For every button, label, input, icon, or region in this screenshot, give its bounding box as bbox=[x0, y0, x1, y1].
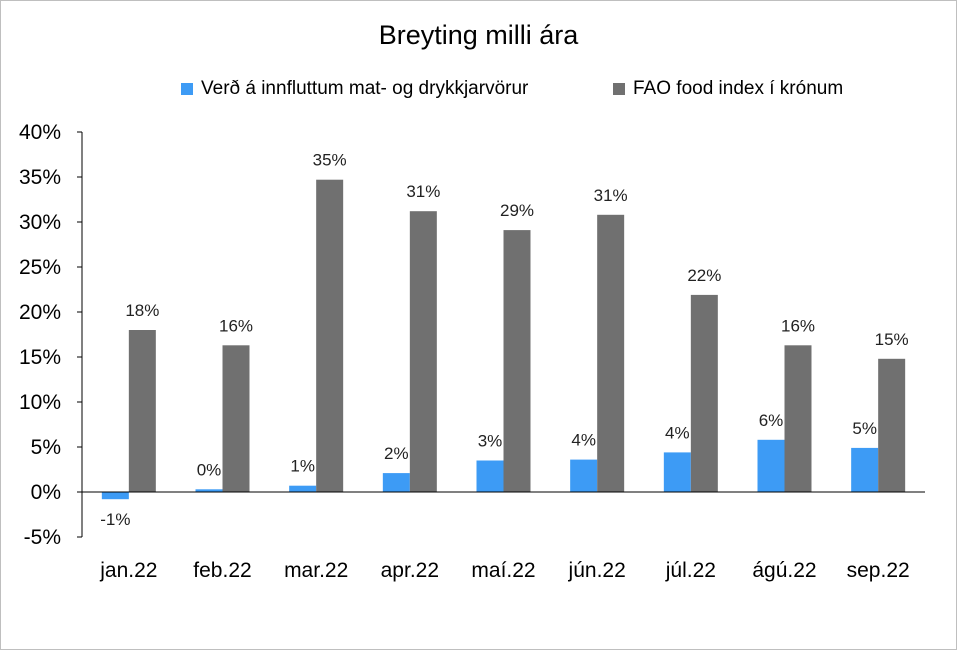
bar-series-2 bbox=[316, 179, 344, 492]
x-tick-label: mar.22 bbox=[284, 559, 348, 582]
bar-series-2 bbox=[784, 345, 812, 492]
data-label-series-1: 3% bbox=[478, 432, 503, 451]
bar-series-2 bbox=[222, 345, 250, 492]
data-label-series-1: 4% bbox=[571, 431, 596, 450]
bar-series-2 bbox=[878, 358, 906, 492]
x-tick-label: maí.22 bbox=[471, 559, 535, 582]
data-label-series-1: 0% bbox=[197, 460, 222, 479]
y-tick-label: 5% bbox=[31, 436, 61, 459]
data-label-series-1: 5% bbox=[852, 419, 877, 438]
bar-series-1 bbox=[757, 439, 785, 492]
data-label-series-2: 31% bbox=[406, 182, 440, 201]
chart-title: Breyting milli ára bbox=[378, 20, 579, 50]
data-label-series-2: 22% bbox=[687, 266, 721, 285]
data-label-series-2: 18% bbox=[125, 301, 159, 320]
bar-series-2 bbox=[503, 230, 531, 492]
data-label-series-2: 16% bbox=[781, 316, 815, 335]
x-tick-label: jún.22 bbox=[568, 559, 626, 582]
bar-series-2 bbox=[409, 211, 437, 492]
legend-item-series-2: FAO food index í krónum bbox=[613, 76, 843, 102]
data-label-series-1: 4% bbox=[665, 423, 690, 442]
data-label-series-1: 1% bbox=[290, 457, 315, 476]
bar-series-1 bbox=[476, 460, 504, 492]
x-tick-label: feb.22 bbox=[193, 559, 251, 582]
x-tick-label: jan.22 bbox=[99, 559, 157, 582]
y-tick-label: 25% bbox=[19, 256, 61, 279]
y-tick-label: 35% bbox=[19, 166, 61, 189]
legend-swatch-series-2 bbox=[613, 83, 625, 95]
data-label-series-1: -1% bbox=[100, 510, 130, 529]
y-tick-label: 15% bbox=[19, 346, 61, 369]
data-label-series-2: 16% bbox=[219, 316, 253, 335]
legend: Verð á innfluttum mat- og drykkjarvörur … bbox=[0, 76, 957, 102]
bar-series-1 bbox=[570, 459, 598, 492]
bar-series-1 bbox=[663, 452, 691, 492]
data-label-series-1: 2% bbox=[384, 444, 409, 463]
y-tick-label: 10% bbox=[19, 391, 61, 414]
bar-series-1 bbox=[101, 492, 129, 500]
x-tick-label: ágú.22 bbox=[752, 559, 816, 582]
legend-label-series-2: FAO food index í krónum bbox=[633, 78, 844, 99]
bar-series-1 bbox=[851, 447, 879, 492]
bar-series-1 bbox=[195, 489, 223, 492]
y-tick-label: -5% bbox=[24, 526, 61, 549]
bar-series-1 bbox=[289, 485, 317, 492]
y-tick-label: 30% bbox=[19, 211, 61, 234]
x-tick-label: apr.22 bbox=[381, 559, 439, 582]
data-label-series-2: 29% bbox=[500, 201, 534, 220]
legend-item-series-1: Verð á innfluttum mat- og drykkjarvörur bbox=[181, 76, 528, 102]
data-label-series-1: 6% bbox=[759, 411, 784, 430]
legend-label-series-1: Verð á innfluttum mat- og drykkjarvörur bbox=[201, 78, 529, 99]
bar-series-2 bbox=[690, 294, 718, 492]
data-label-series-2: 35% bbox=[313, 151, 347, 170]
data-label-series-2: 31% bbox=[594, 186, 628, 205]
legend-swatch-series-1 bbox=[181, 83, 193, 95]
y-tick-label: 0% bbox=[31, 481, 61, 504]
x-tick-label: sep.22 bbox=[847, 559, 910, 582]
bar-series-2 bbox=[128, 330, 156, 492]
x-tick-label: júl.22 bbox=[665, 559, 716, 582]
bar-series-1 bbox=[382, 473, 410, 492]
y-tick-label: 20% bbox=[19, 301, 61, 324]
data-label-series-2: 15% bbox=[875, 330, 909, 349]
y-tick-label: 40% bbox=[19, 121, 61, 144]
bar-series-2 bbox=[597, 214, 625, 493]
